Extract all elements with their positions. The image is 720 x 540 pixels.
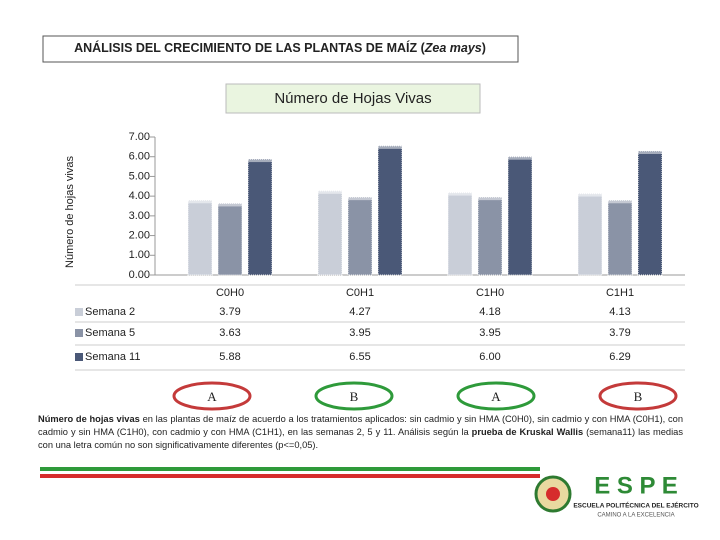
bar (607, 199, 633, 276)
x-tick-label: C1H1 (606, 287, 634, 299)
y-tick-label: 3.00 (129, 210, 150, 222)
bar-top (348, 197, 372, 201)
chart-title: Número de Hojas Vivas (274, 90, 431, 107)
logo-emblem (546, 487, 560, 501)
value-label: 3.79 (219, 306, 240, 318)
bar (447, 192, 473, 276)
title-box (42, 35, 519, 63)
logo-line: CAMINO A LA EXCELENCIA (597, 513, 674, 519)
bar (347, 196, 373, 276)
band-red (40, 474, 540, 478)
bar-top (188, 200, 212, 204)
bar (637, 150, 663, 276)
bar-top (448, 192, 472, 196)
letter: B (634, 389, 643, 404)
logo-name: E S P E (594, 472, 678, 499)
bar (377, 145, 403, 276)
value-label: 3.63 (219, 327, 240, 339)
logo-line: ESCUELA POLITÉCNICA DEL EJÉRCITO (573, 501, 698, 510)
bar-top (578, 193, 602, 197)
band-green (40, 467, 540, 471)
legend-swatch (75, 329, 83, 337)
title-part: ) (482, 41, 486, 55)
value-label: 6.55 (349, 351, 370, 363)
legend-swatch (75, 353, 83, 361)
slide-title: ANÁLISIS DEL CRECIMIENTO DE LAS PLANTAS … (74, 40, 486, 55)
bar-top (218, 203, 242, 207)
caption-part: (semana11) las medias con una letra comú… (38, 427, 683, 450)
bar (217, 202, 243, 276)
value-label: 3.95 (349, 327, 370, 339)
y-tick-label: 7.00 (129, 131, 150, 143)
bar (247, 158, 273, 276)
bar (477, 196, 503, 276)
value-label: 4.27 (349, 306, 370, 318)
x-tick-label: C1H0 (476, 287, 504, 299)
bar-top (248, 159, 272, 163)
bar-top (638, 150, 662, 154)
letter: B (350, 389, 359, 404)
chart-title-box (225, 83, 481, 114)
value-label: 6.00 (479, 351, 500, 363)
letter: A (491, 389, 501, 404)
y-tick-label: 0.00 (129, 269, 150, 281)
y-tick-label: 1.00 (129, 249, 150, 261)
letter: A (207, 389, 217, 404)
value-label: 4.13 (609, 306, 630, 318)
bar-top (478, 197, 502, 201)
legend-label: Semana 5 (85, 327, 135, 339)
x-tick-label: C0H1 (346, 287, 374, 299)
value-label: 6.29 (609, 351, 630, 363)
bar (317, 190, 343, 276)
value-label: 3.95 (479, 327, 500, 339)
caption-part: Número de hojas vivas (38, 414, 140, 424)
letter-ring (314, 381, 394, 411)
letter-ring (172, 381, 252, 411)
bar-top (608, 200, 632, 204)
y-axis-label: Número de hojas vivas (64, 156, 76, 268)
x-tick-label: C0H0 (216, 287, 244, 299)
letter-ring (598, 381, 678, 411)
title-part: Zea mays (424, 41, 482, 55)
legend-label: Semana 2 (85, 306, 135, 318)
value-label: 4.18 (479, 306, 500, 318)
title-part: ANÁLISIS DEL CRECIMIENTO DE LAS PLANTAS … (74, 40, 426, 55)
value-label: 3.79 (609, 327, 630, 339)
y-tick-label: 4.00 (129, 190, 150, 202)
bar-top (318, 190, 342, 194)
bar (577, 193, 603, 276)
legend-swatch (75, 308, 83, 316)
caption-part: en las plantas de maíz de acuerdo a los … (38, 414, 683, 437)
y-tick-label: 6.00 (129, 151, 150, 163)
bar-top (508, 156, 532, 160)
y-tick-label: 2.00 (129, 229, 150, 241)
bar-top (378, 145, 402, 149)
y-tick-label: 5.00 (129, 170, 150, 182)
caption: Número de hojas vivas en las plantas de … (38, 413, 683, 452)
value-label: 5.88 (219, 351, 240, 363)
caption-part: prueba de Kruskal Wallis (471, 427, 584, 437)
bar (507, 156, 533, 276)
bar (187, 199, 213, 276)
legend-label: Semana 11 (85, 351, 140, 363)
letter-ring (456, 381, 536, 411)
